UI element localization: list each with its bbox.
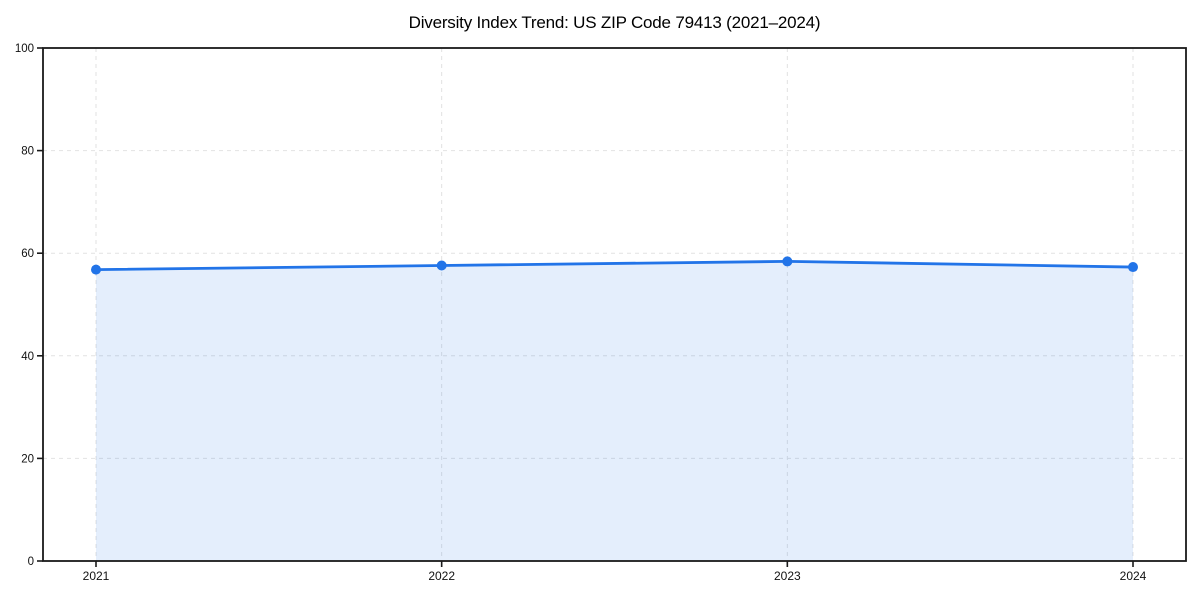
x-tick-label: 2024 [1120,569,1147,583]
data-point-2023 [782,256,793,267]
y-tick-labels: 0 20 40 60 80 100 [15,43,34,568]
data-points [91,256,1138,275]
x-tick-labels: 2021 2022 2023 2024 [83,569,1147,583]
y-tick-label: 40 [21,351,34,363]
y-tick-label: 80 [21,146,34,158]
chart-title: Diversity Index Trend: US ZIP Code 79413… [408,13,821,32]
y-tick-label: 100 [15,43,34,55]
y-tick-label: 20 [21,453,34,465]
y-tick-label: 60 [21,248,34,260]
trend-line [94,260,1135,272]
y-tick-label: 0 [28,556,34,568]
gridlines [43,48,1186,561]
data-point-2021 [91,264,101,275]
data-point-2022 [436,260,447,271]
x-tick-label: 2021 [83,569,110,583]
plot-border [42,47,1187,562]
area-fill [96,261,1133,561]
x-tick-label: 2022 [428,569,455,583]
axis-ticks [37,47,1134,567]
data-point-2024 [1128,262,1138,273]
x-tick-label: 2023 [774,569,801,583]
